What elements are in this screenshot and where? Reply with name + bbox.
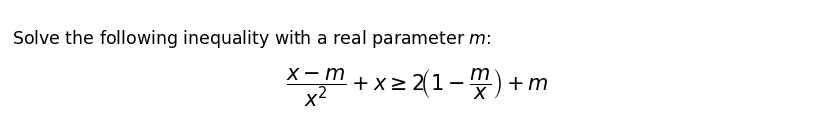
Text: $\dfrac{x - m}{x^2} + x \geq 2\!\left(1 - \dfrac{m}{x}\right) + m$: $\dfrac{x - m}{x^2} + x \geq 2\!\left(1 … (285, 66, 549, 109)
Text: Solve the following inequality with a real parameter $m$:: Solve the following inequality with a re… (13, 28, 492, 50)
